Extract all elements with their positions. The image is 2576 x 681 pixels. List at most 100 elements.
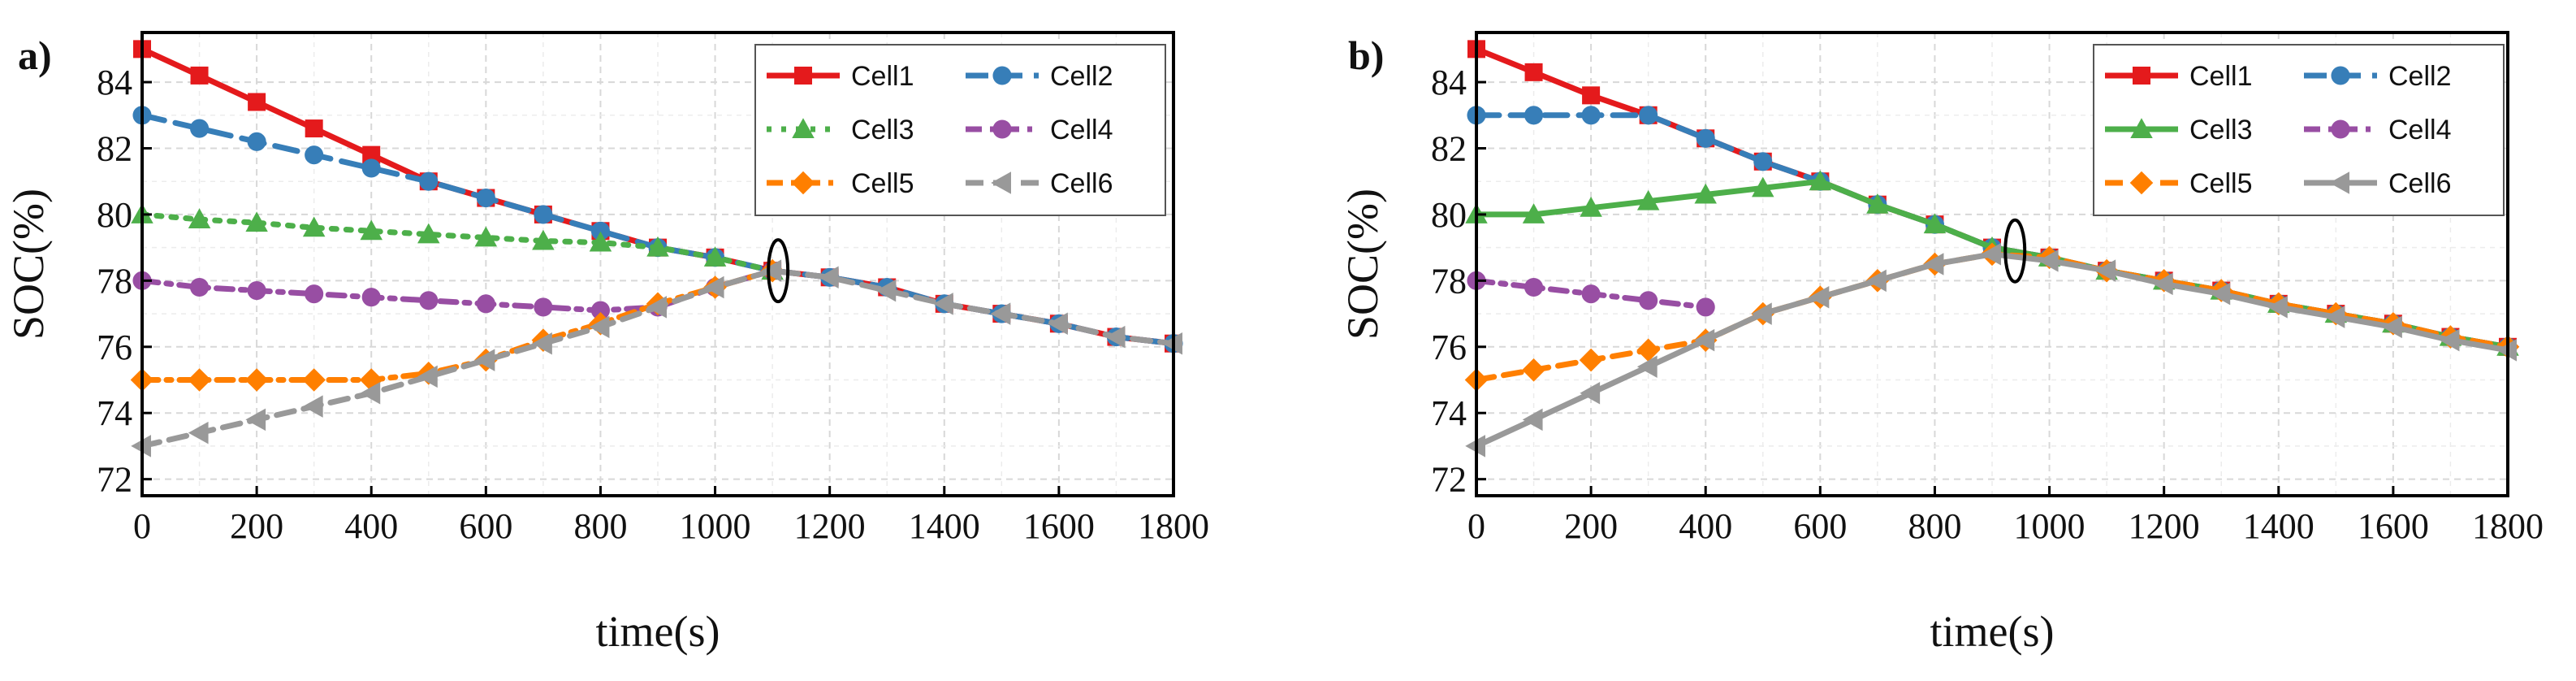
y-tick-label: 76 (97, 327, 132, 367)
plot-frame (1475, 31, 2509, 497)
y-axis-title: SOC(%) (4, 189, 53, 340)
series-cell6 (131, 259, 1182, 458)
y-tick-label: 76 (1431, 327, 1467, 367)
data-point (1753, 152, 1773, 171)
data-point (419, 171, 439, 191)
data-point (1581, 284, 1601, 304)
legend-label: Cell1 (851, 61, 914, 92)
data-point (1639, 106, 1658, 125)
data-point (1524, 277, 1544, 297)
data-point (1809, 170, 1832, 191)
legend-label: Cell6 (1050, 168, 1113, 199)
data-point (1636, 189, 1660, 210)
data-point (188, 208, 211, 229)
y-tick-label: 82 (1431, 129, 1467, 169)
legend-item-cell5: Cell5 (767, 168, 914, 199)
data-point (419, 291, 439, 310)
data-point (1923, 213, 1947, 234)
data-point (646, 296, 667, 319)
panel-label: b) (1348, 33, 1384, 78)
y-tick-label: 80 (1431, 195, 1467, 235)
x-tick-label: 400 (344, 506, 398, 546)
data-point (589, 315, 610, 339)
y-tick-label: 80 (97, 195, 132, 235)
y-tick-label: 78 (97, 261, 132, 301)
legend-marker (992, 119, 1012, 139)
legend-marker (2130, 118, 2153, 138)
legend-marker (991, 171, 1011, 194)
legend-marker (2331, 66, 2350, 85)
legend-label: Cell4 (2388, 115, 2451, 145)
series-line (139, 267, 776, 383)
data-point (302, 368, 326, 392)
data-point (474, 349, 495, 371)
series-line (139, 211, 776, 274)
data-point (2152, 272, 2173, 296)
legend-item-cell2: Cell2 (966, 61, 1113, 92)
data-point (1522, 358, 1545, 382)
data-point (933, 293, 953, 315)
data-point (245, 211, 268, 232)
data-point (1866, 193, 1889, 214)
x-tick-label: 800 (1908, 506, 1961, 546)
convergence-ellipse (2003, 218, 2027, 284)
data-point (2038, 249, 2059, 272)
data-point (761, 259, 782, 282)
data-point (2095, 259, 2116, 282)
x-tick-label: 0 (133, 506, 151, 546)
x-tick-label: 600 (459, 506, 512, 546)
legend-marker (791, 171, 815, 195)
data-point (305, 119, 323, 138)
data-point (534, 297, 553, 317)
data-point (589, 231, 612, 252)
data-point (361, 158, 381, 178)
data-point (474, 226, 498, 247)
legend-item-cell4: Cell4 (966, 115, 1113, 145)
legend: Cell1 Cell2 Cell3 Cell4 Cell5 Cell6 (754, 44, 1166, 216)
data-point (1579, 348, 1603, 372)
legend: Cell1 Cell2 Cell3 Cell4 Cell5 Cell6 (2093, 44, 2505, 216)
legend-item-cell4: Cell4 (2304, 115, 2451, 145)
series-cell3 (131, 203, 784, 280)
x-tick-label: 600 (1793, 506, 1847, 546)
data-point (361, 288, 381, 307)
data-point (646, 236, 669, 257)
data-point (1104, 325, 1126, 349)
data-point (360, 219, 383, 241)
legend-item-cell1: Cell1 (767, 61, 914, 92)
x-tick-label: 1800 (2472, 506, 2544, 546)
data-point (476, 189, 495, 208)
legend-marker (2129, 171, 2154, 195)
series-cell6 (1465, 243, 2517, 458)
data-point (1522, 408, 1543, 432)
x-tick-label: 1600 (1023, 506, 1095, 546)
series-cell4 (1467, 271, 1715, 317)
chart-panel-1: 0 200 400 600 800 1000 1200 1400 1600 1800 72 74 76 7… (4, 31, 1209, 656)
data-point (1923, 253, 1944, 275)
legend-label: Cell6 (2388, 168, 2451, 199)
data-point (590, 301, 610, 320)
legend-label: Cell4 (1050, 115, 1113, 145)
data-point (2439, 328, 2460, 352)
legend-label: Cell2 (1050, 61, 1113, 92)
data-point (190, 119, 210, 138)
data-point (190, 66, 209, 85)
data-point (1981, 243, 2001, 266)
data-point (302, 216, 326, 237)
data-point (1696, 297, 1715, 317)
legend-label: Cell3 (851, 115, 914, 145)
data-point (1048, 312, 1068, 336)
data-point (362, 145, 381, 164)
series-line (139, 267, 776, 314)
x-axis-title: time(s) (596, 607, 720, 656)
data-point (2210, 282, 2231, 306)
legend-item-cell6: Cell6 (966, 168, 1113, 199)
chart-panel-2: 0 200 400 600 800 1000 1200 1400 1600 1800 72 74 76 7… (1338, 31, 2544, 656)
y-tick-label: 84 (1431, 63, 1467, 102)
plot-frame (140, 31, 1175, 497)
data-point (1639, 291, 1658, 310)
x-tick-label: 200 (1564, 506, 1618, 546)
data-point (1696, 128, 1715, 148)
series-cell4 (132, 261, 782, 320)
